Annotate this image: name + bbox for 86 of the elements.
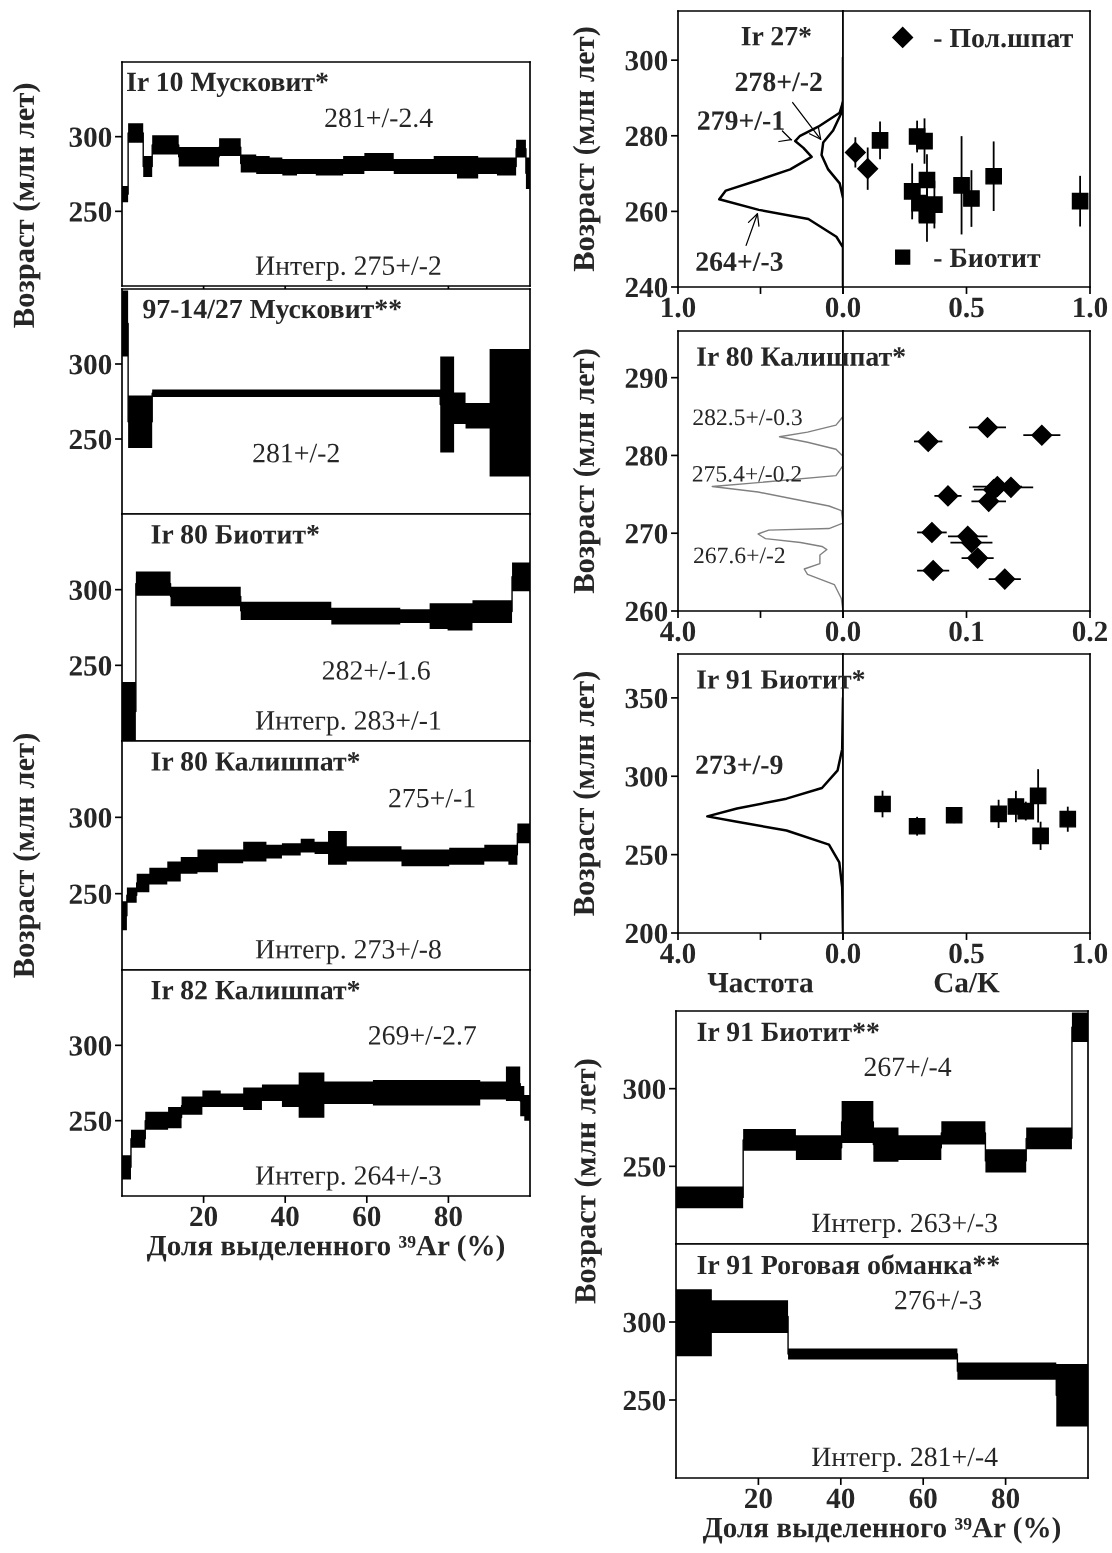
- y-axis-title: Возраст (млн лет): [572, 27, 601, 272]
- annotation: 269+/-2.7: [369, 1026, 476, 1045]
- y-tick-label: 250: [625, 845, 668, 866]
- y-tick-label: 300: [625, 766, 668, 787]
- x-tick-label: 0.1: [949, 621, 984, 642]
- y-tick-label: 300: [623, 1312, 666, 1333]
- y-tick-label: 280: [625, 446, 668, 466]
- y-tick-label: 300: [69, 1036, 112, 1056]
- x-tick-label: 1.0: [1074, 297, 1108, 318]
- chart-title: Ir 91 Биотит**: [697, 1022, 879, 1042]
- y-axis-title: Возраст (млн лет): [12, 734, 41, 978]
- x-axis-title: Доля выделенного ³⁹Ar (%): [146, 1234, 505, 1262]
- y-tick-label: 250: [69, 884, 112, 905]
- annotation: 273+/-9: [696, 755, 783, 775]
- y-tick-label: 270: [625, 523, 668, 544]
- annotation: 278+/-2: [735, 72, 822, 92]
- x-tick-label: 0.0: [825, 621, 861, 642]
- annotation: 264+/-3: [696, 252, 783, 271]
- chart-title: Ir 10 Мусковит*: [127, 72, 328, 97]
- x-axis-title: Ca/K: [934, 972, 1000, 993]
- x-tick-label: 1.0: [662, 297, 696, 318]
- y-tick-label: 200: [625, 923, 668, 944]
- y-tick-label: 300: [625, 50, 668, 71]
- annotation: 281+/-2.4: [325, 108, 433, 128]
- x-tick-label: 4.0: [660, 621, 696, 642]
- y-tick-label: 260: [625, 202, 668, 222]
- y-tick-label: 260: [625, 601, 668, 622]
- legend-label: - Биотит: [934, 248, 1041, 268]
- y-axis-title: Возраст (млн лет): [572, 672, 601, 916]
- x-axis-title: Доля выделенного ³⁹Ar (%): [702, 1516, 1061, 1544]
- chart-title: Ir 80 Биотит*: [151, 524, 319, 544]
- y-axis-title: Возраст (млн лет): [572, 349, 601, 594]
- annotation: 282+/-1.6: [322, 661, 430, 680]
- y-tick-label: 240: [625, 277, 668, 298]
- annotation: 281+/-2: [253, 443, 339, 463]
- annotation: 282.5+/-0.3: [693, 409, 802, 426]
- y-tick-label: 300: [69, 127, 112, 148]
- annotation: Интегр. 273+/-8: [255, 939, 441, 965]
- annotation: Интегр. 283+/-1: [255, 711, 441, 736]
- y-tick-label: 250: [623, 1157, 666, 1177]
- annotation: Интегр. 281+/-4: [812, 1447, 998, 1472]
- chart-title: Ir 27*: [741, 26, 811, 46]
- y-tick-label: 350: [625, 688, 668, 709]
- y-tick-label: 250: [69, 429, 112, 450]
- x-tick-label: 4.0: [660, 943, 696, 964]
- y-tick-label: 250: [69, 656, 112, 676]
- chart-title: 97-14/27 Мусковит**: [143, 299, 401, 325]
- x-tick-label: 80: [434, 1206, 462, 1227]
- x-tick-label: 20: [745, 1488, 772, 1509]
- annotation: Интегр. 264+/-3: [255, 1166, 441, 1191]
- y-tick-label: 250: [69, 1111, 112, 1132]
- annotation: 275.4+/-0.2: [692, 465, 801, 482]
- annotation: 267+/-4: [864, 1057, 952, 1077]
- x-tick-label: 80: [991, 1488, 1020, 1509]
- annotation: Интегр. 275+/-2: [255, 256, 441, 281]
- y-tick-label: 300: [623, 1079, 666, 1100]
- chart-title: Ir 80 Калишпат*: [151, 752, 360, 771]
- annotation: Интегр. 263+/-3: [812, 1213, 997, 1238]
- x-tick-label: 40: [271, 1206, 299, 1227]
- annotation: 275+/-1: [389, 788, 475, 808]
- x-axis-title: Частота: [707, 973, 814, 993]
- y-tick-label: 290: [625, 368, 668, 389]
- annotation: 279+/-1: [697, 111, 784, 130]
- chart-title: Ir 82 Калишпат*: [151, 980, 360, 1000]
- x-tick-label: 0.5: [949, 297, 984, 318]
- x-tick-label: 20: [190, 1206, 218, 1227]
- y-axis-title: Возраст (млн лет): [12, 83, 41, 328]
- annotation: 267.6+/-2: [694, 547, 785, 564]
- y-tick-label: 300: [69, 354, 112, 375]
- x-tick-label: 0.0: [825, 297, 861, 318]
- x-tick-label: 60: [353, 1206, 381, 1227]
- x-tick-label: 1.0: [1074, 943, 1108, 964]
- x-tick-label: 40: [826, 1488, 855, 1509]
- annotation: 276+/-3: [895, 1290, 982, 1310]
- y-tick-label: 280: [625, 126, 668, 147]
- x-tick-label: 0.5: [949, 943, 984, 964]
- x-tick-label: 0.2: [1072, 621, 1107, 642]
- x-tick-label: 60: [909, 1488, 937, 1509]
- y-tick-label: 250: [623, 1390, 666, 1411]
- y-tick-label: 250: [69, 202, 112, 222]
- legend-label: - Пол.шпат: [934, 28, 1073, 48]
- y-tick-label: 300: [69, 580, 112, 601]
- y-axis-title: Возраст (млн лет): [574, 1059, 602, 1304]
- chart-title: Ir 91 Роговая обманка**: [697, 1254, 1000, 1275]
- x-tick-label: 0.0: [825, 943, 861, 964]
- y-tick-label: 300: [69, 808, 112, 828]
